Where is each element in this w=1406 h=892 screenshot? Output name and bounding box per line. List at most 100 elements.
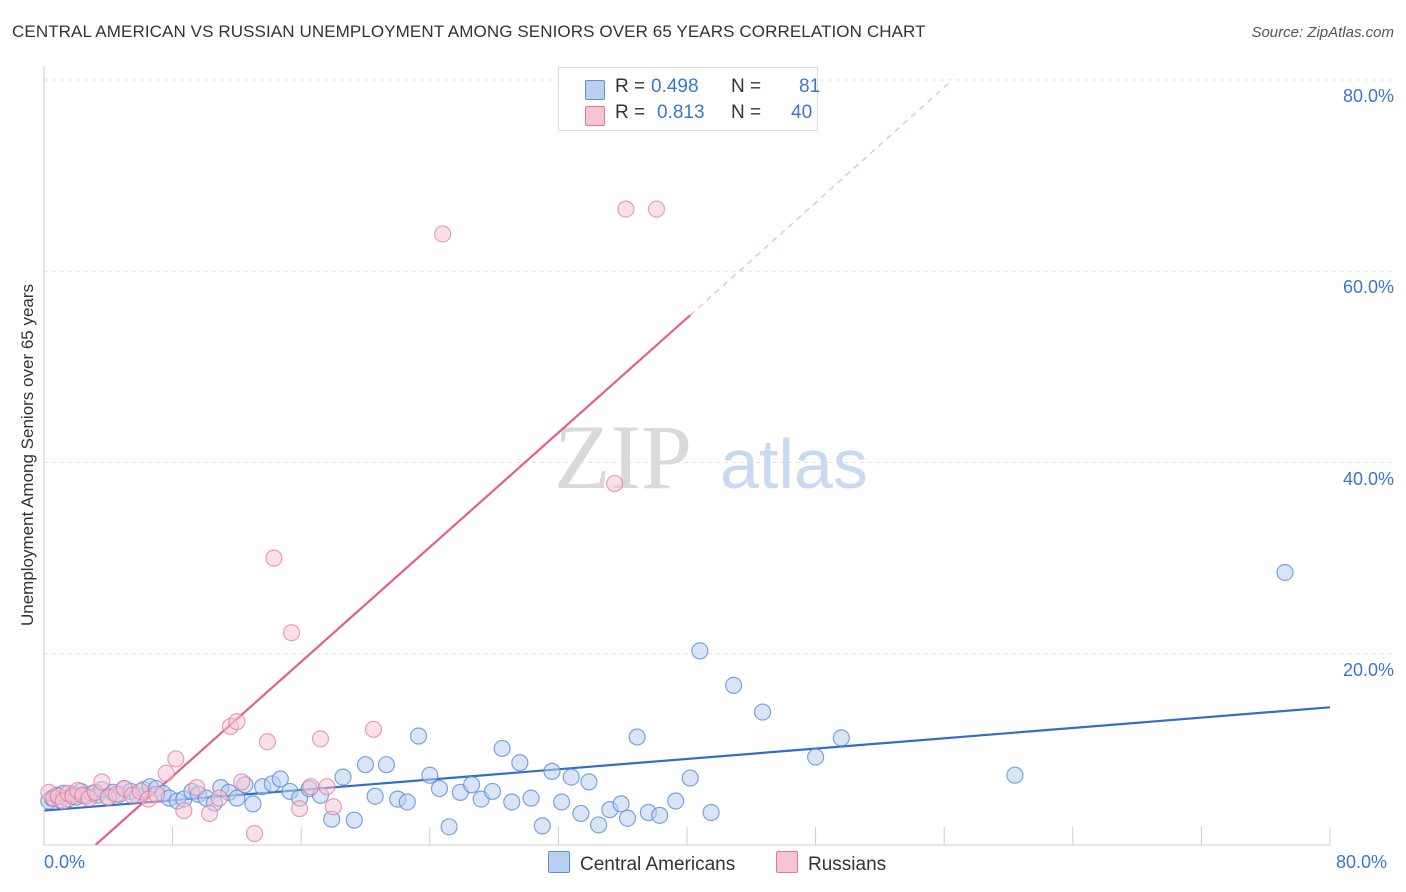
central-american-point [398,793,416,811]
watermark-atlas: atlas [720,425,868,503]
russian-point [364,720,383,738]
russian-point [434,225,452,243]
russian-point [200,804,219,823]
central-american-point [440,818,458,836]
r-label: R = [615,76,646,97]
central-american-point [493,739,511,758]
stats-legend: R = 0.498 N = 81 R = 0.813 N = 40 [558,67,821,131]
central-american-point [483,782,502,801]
y-tick-label: 40.0% [1342,468,1394,489]
central-american-point [503,793,521,811]
central-swatch [585,80,605,100]
central-american-point [651,806,669,824]
r-label: R = [615,102,646,123]
bottom-legend-russian: Russians [776,851,886,876]
axes [43,66,1331,846]
russian-point [258,733,277,751]
central-legend-swatch [548,851,570,873]
russian-point [265,549,283,567]
central-american-point [618,809,637,827]
russian-point [157,764,175,782]
central-american-point [1276,563,1294,582]
central-american-point [1006,766,1024,784]
russian-points [40,200,666,843]
russian-trend-line [94,314,691,846]
central-american-point [533,817,551,835]
russian-legend-swatch [776,851,798,873]
russian-point [318,778,336,796]
russian-point [147,785,166,803]
russian-legend-label: Russians [808,854,887,875]
russian-point [93,773,111,791]
central-american-points [40,563,1294,836]
central-american-point [271,770,289,788]
central-american-point [806,748,825,766]
central-american-point [345,811,363,829]
central-american-point [691,642,709,660]
russian-trend-extension [689,79,953,316]
central-american-point [366,787,384,805]
central-american-point [377,756,395,774]
russian-point [324,798,342,816]
central-american-point [562,768,580,786]
central-american-point [356,756,375,774]
central-american-point [522,789,540,807]
grid-lines [44,79,1392,655]
central-american-point [580,773,598,791]
central-r-value: 0.498 [651,76,699,97]
russian-point [188,779,206,797]
central-american-point [511,754,529,772]
russian-point [647,200,666,218]
central-american-point [753,703,772,721]
y-tick-label: 80.0% [1342,86,1394,106]
russian-point [175,801,193,820]
russian-point [311,730,330,748]
bottom-legend-central: Central Americans [548,851,735,876]
russian-point [617,200,635,218]
central-american-point [628,728,646,746]
russian-r-value: 0.813 [657,102,705,123]
central-american-point [430,779,449,798]
russian-point [302,778,320,796]
x-tick-min: 0.0% [44,852,86,872]
central-american-point [553,793,571,811]
russian-point [290,800,309,818]
central-american-point [612,795,630,813]
central-american-point [667,792,685,810]
central-n-value: 81 [799,76,821,97]
central-american-point [589,816,608,834]
central-american-point [543,762,561,780]
central-american-point [462,776,481,794]
russian-point [210,789,228,807]
watermark: ZIP atlas [554,406,868,508]
central-american-point [228,789,246,807]
russian-point [228,713,246,731]
russian-point [606,474,624,493]
n-label: N = [731,102,762,123]
central-american-point [244,795,262,813]
x-tick-max: 80.0% [1336,852,1388,872]
central-american-point [421,766,439,784]
central-american-point [681,769,699,787]
russian-point [245,824,264,843]
central-american-point [702,803,720,822]
central-american-point [832,729,850,747]
n-label: N = [731,76,762,97]
central-american-point [572,804,590,823]
russian-point [233,773,251,791]
y-tick-label: 20.0% [1342,659,1394,680]
chart-title: CENTRAL AMERICAN VS RUSSIAN UNEMPLOYMENT… [12,22,926,41]
central-american-point [334,768,352,786]
y-axis-label: Unemployment Among Seniors over 65 years [18,283,37,627]
central-american-point [725,676,743,694]
source-label: Source: ZipAtlas.com [1251,24,1394,41]
russian-point [282,624,301,642]
russian-point [167,750,185,768]
central-legend-label: Central Americans [580,854,736,875]
russian-swatch [585,106,605,126]
central-american-point [409,727,428,745]
y-tick-label: 60.0% [1342,277,1394,298]
russian-n-value: 40 [791,102,813,123]
watermark-zip: ZIP [554,406,692,508]
